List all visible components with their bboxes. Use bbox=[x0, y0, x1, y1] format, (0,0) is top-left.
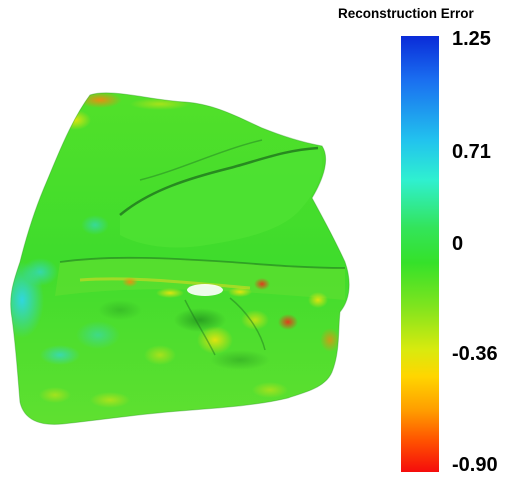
colorbar-tick-max: 1.25 bbox=[452, 28, 491, 50]
colorbar-tick-low: -0.36 bbox=[452, 343, 498, 365]
colorbar-title: Reconstruction Error bbox=[338, 6, 474, 21]
colorbar-tick-min: -0.90 bbox=[452, 454, 498, 476]
colorbar-gradient bbox=[401, 36, 439, 472]
colorbar-tick-high: 0.71 bbox=[452, 141, 491, 163]
colorbar-tick-zero: 0 bbox=[452, 233, 464, 255]
